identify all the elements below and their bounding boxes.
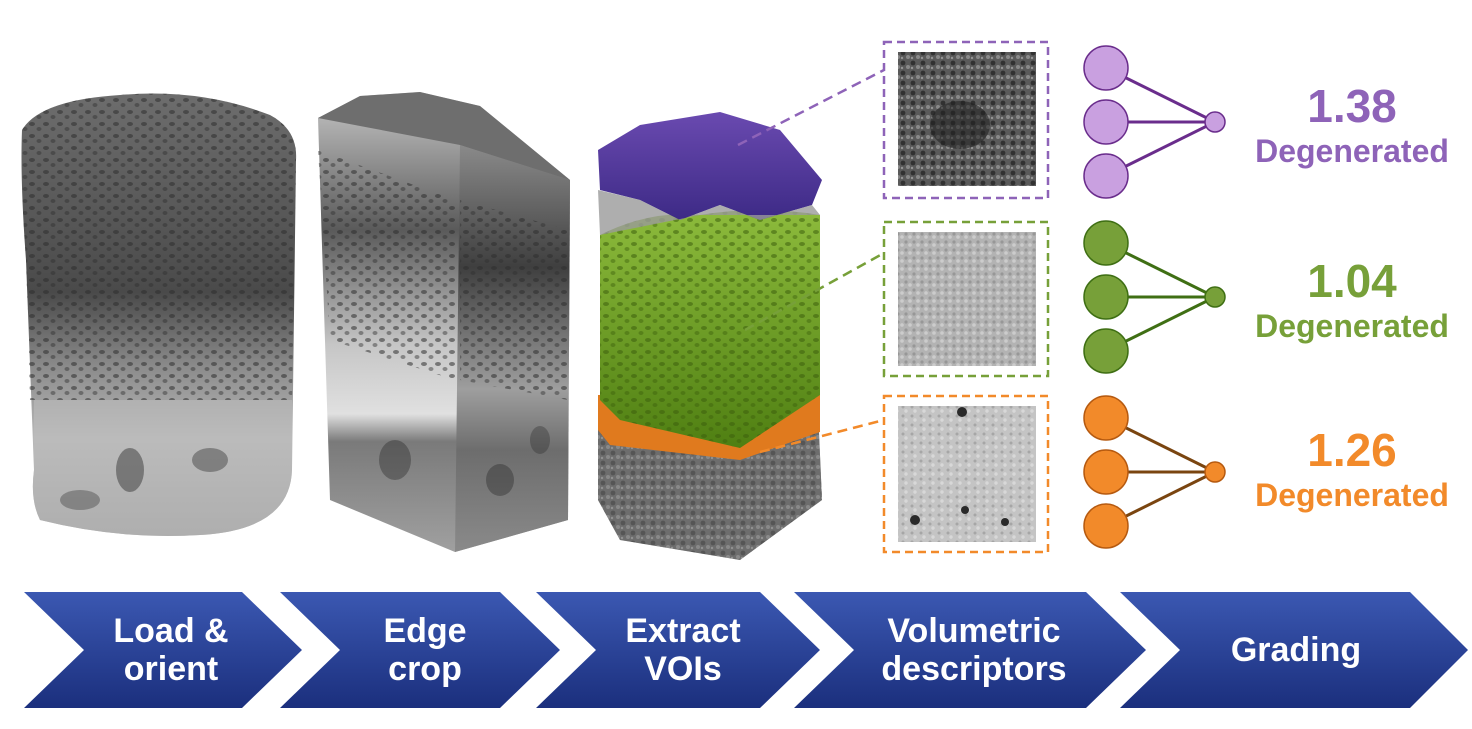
network-node [1083,45,1129,91]
chevron-extract-vois [536,592,820,708]
network-node [1083,328,1129,374]
patch-purple [882,40,1050,200]
result-label: Degenerated [1255,133,1449,169]
connector-orange [759,418,885,454]
result-score: 1.26 [1307,424,1397,476]
connector-green [744,251,885,332]
result-label: Degenerated [1255,477,1449,513]
network-node [1083,153,1129,199]
network-orange [1083,395,1226,549]
network-green [1083,220,1226,374]
connector-purple [737,68,885,147]
network-purple [1083,45,1226,199]
result-score: 1.04 [1307,255,1397,307]
network-output-node [1204,111,1226,133]
network-output-node [1204,461,1226,483]
result-green: 1.04 Degenerated [1232,255,1472,345]
network-node [1083,220,1129,266]
sample-cropped-image [318,92,570,552]
result-score: 1.38 [1307,80,1397,132]
voi-connectors [737,68,885,454]
network-node [1083,99,1129,145]
result-label: Degenerated [1255,308,1449,344]
sample-vois-image [598,112,822,560]
result-purple: 1.38 Degenerated [1232,80,1472,170]
pipeline-chevrons [24,592,1468,708]
result-orange: 1.26 Degenerated [1232,424,1472,514]
patch-orange [882,394,1050,554]
chevron-load-orient [24,592,302,708]
chevron-volumetric-descriptors [794,592,1146,708]
sample-cylinder-image [21,93,297,536]
network-node [1083,449,1129,495]
network-node [1083,395,1129,441]
network-node [1083,503,1129,549]
chevron-edge-crop [280,592,560,708]
patch-green [882,220,1050,378]
network-output-node [1204,286,1226,308]
network-node [1083,274,1129,320]
chevron-grading [1120,592,1468,708]
